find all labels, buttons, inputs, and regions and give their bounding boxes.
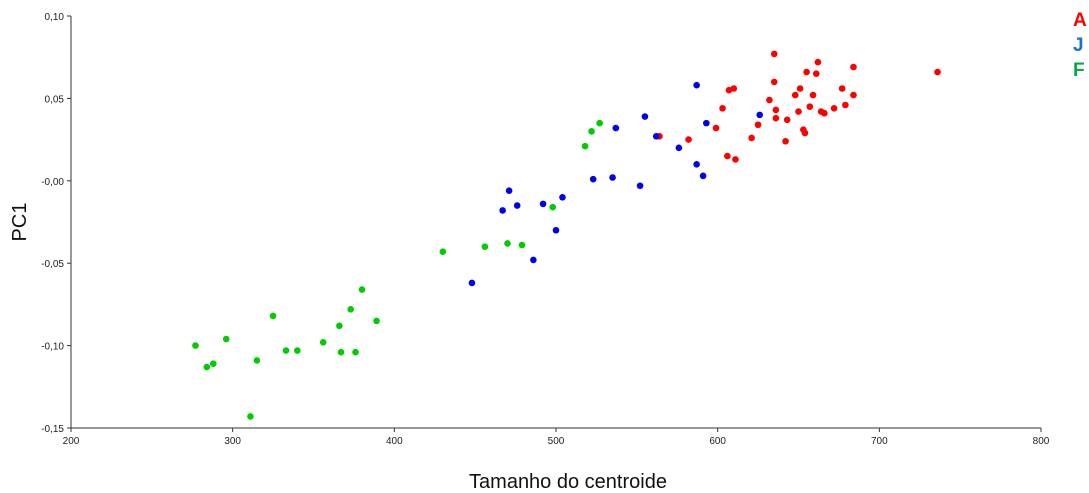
point-a <box>850 63 857 71</box>
point-a <box>748 134 755 142</box>
point-a <box>795 108 802 115</box>
point-j <box>703 119 710 127</box>
point-f <box>504 240 511 247</box>
point-f <box>203 363 211 371</box>
point-j <box>609 174 616 181</box>
legend-item-j: J <box>1073 35 1084 56</box>
point-j <box>505 187 513 194</box>
point-a <box>772 106 780 114</box>
x-tick-label: 400 <box>386 436 403 447</box>
point-j <box>636 182 644 190</box>
x-axis-title: Tamanho do centroide <box>469 471 667 493</box>
point-a <box>685 136 692 143</box>
point-f <box>588 128 595 135</box>
point-j <box>513 202 521 209</box>
point-j <box>652 133 660 140</box>
point-a <box>801 129 809 137</box>
point-j <box>552 226 560 234</box>
point-a <box>812 70 820 77</box>
point-j <box>612 124 620 132</box>
y-tick-label: 0,10 <box>45 12 65 23</box>
x-tick-label: 700 <box>871 436 888 447</box>
point-f <box>581 142 589 150</box>
point-f <box>481 243 489 251</box>
point-j <box>693 161 700 168</box>
point-f <box>549 203 557 211</box>
point-a <box>766 96 773 104</box>
point-f <box>439 248 447 255</box>
y-tick-label: -0,10 <box>41 342 64 353</box>
point-a <box>754 121 762 129</box>
x-tick-label: 800 <box>1033 436 1050 447</box>
axes <box>70 16 1041 429</box>
point-j <box>559 193 566 201</box>
x-tick-label: 600 <box>709 436 726 447</box>
point-f <box>253 357 261 364</box>
point-a <box>724 152 731 160</box>
y-axis-title: PC1 <box>9 203 31 242</box>
point-a <box>809 91 817 99</box>
point-a <box>821 109 828 117</box>
x-tick-label: 200 <box>63 436 80 447</box>
point-j <box>468 279 476 287</box>
point-f <box>209 360 217 368</box>
point-a <box>842 101 849 109</box>
point-j <box>756 111 763 119</box>
point-a <box>783 116 791 124</box>
point-f <box>336 322 343 330</box>
point-f <box>269 312 277 320</box>
point-a <box>850 91 857 99</box>
point-a <box>796 85 804 92</box>
legend-item-f: F <box>1073 60 1085 81</box>
point-j <box>539 200 547 208</box>
point-a <box>838 85 846 92</box>
point-f <box>358 286 366 293</box>
legend-item-a: A <box>1073 10 1087 31</box>
point-f <box>294 347 301 354</box>
point-f <box>373 317 380 325</box>
point-j <box>699 172 707 180</box>
y-tick-label: -0,15 <box>41 424 64 435</box>
point-a <box>732 156 739 163</box>
point-f <box>347 306 354 313</box>
point-a <box>803 68 810 76</box>
point-a <box>730 85 738 92</box>
point-j <box>499 207 506 214</box>
point-a <box>782 137 789 145</box>
point-f <box>282 347 290 354</box>
point-f <box>192 342 199 349</box>
point-a <box>712 124 720 132</box>
point-j <box>589 175 597 183</box>
point-f <box>337 348 345 356</box>
point-j <box>693 81 700 89</box>
point-a <box>934 68 941 76</box>
point-a <box>772 114 780 122</box>
point-j <box>530 256 537 264</box>
ticks: 200 300 400 500 600 700 800 -0,15 -0,10 -0,05 -0,0… <box>41 12 1050 447</box>
point-a <box>791 91 799 99</box>
point-f <box>319 339 327 346</box>
point-f <box>352 348 359 356</box>
x-tick-label: 300 <box>224 436 241 447</box>
point-j <box>641 113 649 120</box>
point-f <box>247 413 254 420</box>
y-tick-label: -0,00 <box>41 177 64 188</box>
point-a <box>814 58 822 66</box>
x-tick-label: 500 <box>548 436 565 447</box>
point-a <box>830 104 838 112</box>
point-f <box>222 335 230 343</box>
legend: A J F <box>1073 8 1087 83</box>
point-f <box>596 119 603 127</box>
point-a <box>806 103 814 110</box>
y-tick-label: -0,05 <box>41 259 64 270</box>
point-j <box>675 144 683 152</box>
point-f <box>518 241 526 249</box>
point-a <box>770 50 778 58</box>
point-a <box>770 78 778 86</box>
y-tick-label: 0,05 <box>45 94 65 105</box>
point-a <box>719 104 726 112</box>
data-points <box>192 50 941 420</box>
